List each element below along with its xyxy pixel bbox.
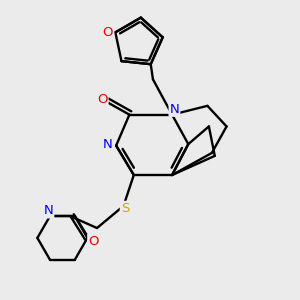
Text: N: N: [44, 204, 53, 218]
Text: O: O: [88, 235, 99, 248]
Text: N: N: [103, 138, 113, 151]
Text: N: N: [169, 103, 179, 116]
Text: S: S: [121, 202, 129, 215]
Text: O: O: [103, 26, 113, 39]
Text: O: O: [97, 93, 107, 106]
